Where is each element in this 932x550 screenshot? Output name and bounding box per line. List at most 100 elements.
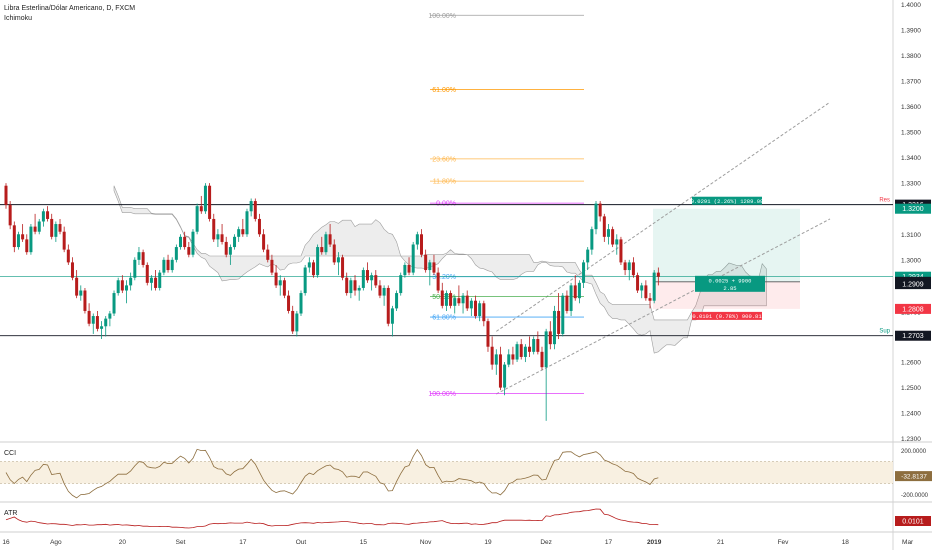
candle-body	[316, 247, 320, 276]
position-summary-label-line2: 2.85	[723, 285, 736, 292]
candle-body	[241, 229, 245, 235]
cci-tick-label: -200.0000	[901, 493, 929, 499]
candle-body	[544, 331, 548, 368]
candle-body	[170, 259, 174, 271]
sr-price-tag: 1.2703	[902, 333, 924, 340]
candle-body	[199, 206, 203, 212]
candle-body	[95, 316, 99, 329]
candle-body	[428, 262, 432, 271]
candle-body	[112, 293, 116, 314]
candle-body	[453, 298, 457, 306]
candle-body	[611, 229, 615, 245]
candle-body	[436, 272, 440, 291]
candle-body	[320, 247, 324, 253]
price-tick-label: 1.3000	[901, 257, 921, 264]
candle-body	[212, 218, 216, 240]
candle-body	[648, 298, 652, 301]
position-target-label: 0.0291 (2.26%) 1289.09	[691, 198, 764, 205]
price-tick-label: 1.4000	[901, 2, 921, 9]
candle-body	[187, 247, 191, 255]
candle-body	[79, 290, 83, 296]
price-tick-label: 1.3700	[901, 78, 921, 85]
price-tick-label: 1.3400	[901, 155, 921, 162]
candle-body	[636, 275, 640, 291]
candle-body	[390, 308, 394, 324]
candle-body	[374, 275, 378, 286]
candle-body	[311, 262, 315, 276]
candle-body	[361, 270, 365, 288]
cci-value-tag: -32.8137	[901, 474, 927, 481]
candle-body	[41, 211, 45, 222]
cci-tick-label: 200.0000	[901, 449, 927, 455]
candle-body	[557, 310, 561, 334]
atr-value-tag-bg	[895, 516, 931, 526]
sr-level-label: Sup	[879, 329, 890, 335]
fib-level-label: 0.00%	[436, 201, 456, 208]
candle-body	[561, 295, 565, 334]
candle-body	[382, 287, 386, 296]
candle-body	[606, 229, 610, 237]
fib-level-label: 61.00%	[432, 87, 456, 94]
time-tick-label: 20	[119, 539, 127, 546]
candle-body	[498, 354, 502, 388]
candle-body	[295, 313, 299, 332]
candle-body	[249, 201, 253, 212]
candle-body	[145, 264, 149, 283]
price-tick-label: 1.3100	[901, 232, 921, 239]
candle-body	[536, 339, 540, 352]
time-tick-label: Set	[176, 539, 186, 546]
candle-body	[183, 236, 187, 248]
position-stop-label: 0.0101 (0.78%) 900.81	[692, 313, 762, 320]
candle-body	[627, 262, 631, 271]
candle-body	[83, 290, 87, 311]
atr-title: ATR	[4, 510, 18, 517]
cci-line	[5, 448, 659, 499]
candle-body	[21, 234, 25, 240]
candle-body	[594, 203, 598, 230]
candle-body	[158, 272, 162, 288]
candle-body	[656, 272, 660, 277]
candle-body	[324, 234, 328, 253]
candle-body	[291, 310, 295, 332]
time-tick-label: Mar	[902, 539, 914, 546]
candle-body	[552, 310, 556, 345]
candle-body	[228, 247, 232, 255]
candle-body	[91, 316, 95, 324]
candle-body	[154, 277, 158, 288]
candle-body	[378, 285, 382, 296]
candle-body	[208, 185, 212, 219]
candle-body	[577, 282, 581, 299]
candle-body	[278, 280, 282, 286]
price-tag-bg	[895, 271, 931, 282]
candle-body	[257, 218, 261, 235]
candle-body	[4, 185, 8, 205]
candle-body	[615, 239, 619, 245]
candle-body	[482, 303, 486, 322]
candle-body	[503, 364, 507, 388]
candle-body	[116, 280, 120, 294]
candle-body	[16, 234, 20, 248]
candle-body	[511, 354, 515, 360]
price-tag-bg	[895, 303, 931, 314]
candle-body	[87, 310, 91, 324]
candle-body	[469, 300, 473, 309]
candle-body	[70, 262, 74, 278]
position-target-label-bg	[692, 196, 762, 205]
candle-body	[345, 277, 349, 294]
candle-body	[465, 295, 469, 309]
indicator-name: Ichimoku	[4, 15, 33, 22]
candle-body	[141, 252, 145, 265]
time-tick-label: 15	[360, 539, 368, 546]
cci-title: CCI	[4, 450, 17, 457]
price-tick-label: 1.3300	[901, 181, 921, 188]
candle-body	[507, 354, 511, 365]
candle-body	[623, 262, 627, 271]
candle-body	[582, 262, 586, 283]
atr-value-tag: 0.0101	[902, 519, 924, 526]
candle-body	[8, 204, 12, 226]
candle-body	[631, 262, 635, 276]
candle-body	[33, 226, 37, 232]
candle-body	[162, 259, 166, 273]
